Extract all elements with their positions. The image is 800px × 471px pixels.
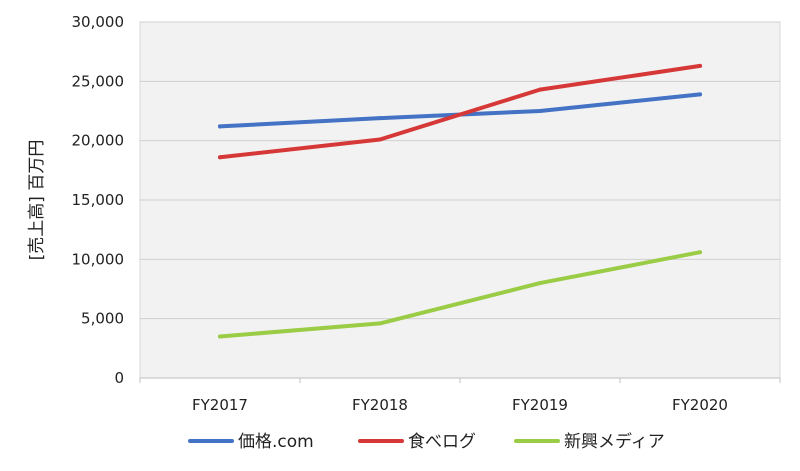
data-point	[218, 124, 222, 129]
data-point	[698, 250, 702, 255]
y-tick-label: 15,000	[72, 191, 125, 209]
legend-label: 新興メディア	[564, 431, 665, 452]
y-tick-label: 0	[114, 369, 124, 387]
data-point	[538, 109, 542, 113]
legend-label: 価格.com	[238, 432, 314, 452]
x-tick-label: FY2017	[192, 396, 248, 414]
y-tick-label: 20,000	[72, 132, 125, 150]
data-point	[378, 137, 382, 142]
series-group	[218, 63, 702, 339]
y-axis-title: [売上高] 百万円	[27, 140, 47, 261]
data-point	[698, 92, 702, 97]
y-tick-label: 5,000	[81, 310, 124, 328]
data-point	[378, 116, 382, 121]
data-point	[698, 63, 702, 68]
x-tick-label: FY2020	[672, 396, 728, 414]
series-line-2	[218, 63, 702, 160]
series-line-3	[218, 250, 702, 339]
legend: 価格.com 食べログ 新興メディア	[188, 431, 665, 452]
y-tick-label: 30,000	[72, 13, 125, 31]
legend-label: 食べログ	[408, 432, 476, 452]
data-point	[378, 321, 382, 326]
data-point	[538, 281, 542, 286]
data-point	[538, 87, 542, 92]
data-point	[218, 155, 222, 160]
x-axis: FY2017 FY2018 FY2019 FY2020	[139, 377, 781, 414]
y-axis: 0 5,000 10,000 15,000 20,000 25,000 30,000	[72, 13, 125, 387]
x-tick-label: FY2018	[352, 396, 408, 414]
x-tick-label: FY2019	[512, 396, 568, 414]
y-tick-label: 10,000	[72, 250, 125, 268]
y-tick-label: 25,000	[72, 72, 125, 90]
data-point	[218, 334, 222, 339]
